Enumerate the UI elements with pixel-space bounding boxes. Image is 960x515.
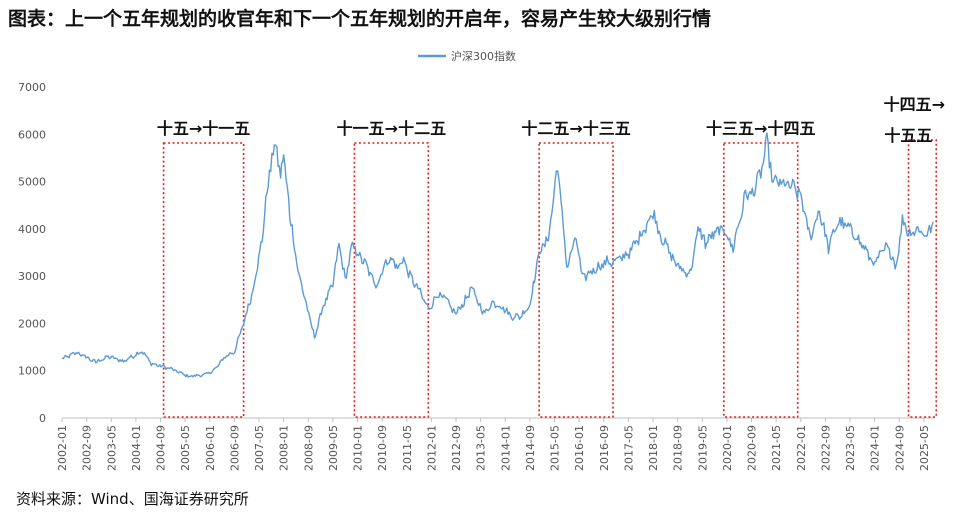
x-tick-label: 2016-09: [598, 425, 611, 471]
x-tick-label: 2019-05: [696, 425, 709, 471]
annotation-box: [907, 139, 938, 418]
chart-title: 图表：上一个五年规划的收官年和下一个五年规划的开启年，容易产生较大级别行情: [8, 8, 712, 30]
annotation-label: 十五→十一五: [157, 119, 250, 138]
y-tick-label: 3000: [18, 270, 46, 283]
x-tick-label: 2003-05: [105, 425, 118, 471]
x-tick-label: 2022-09: [819, 425, 832, 471]
x-tick-label: 2008-01: [278, 425, 291, 471]
x-tick-label: 2004-01: [130, 425, 143, 471]
x-tick-label: 2009-05: [327, 425, 340, 471]
x-tick-label: 2013-05: [475, 425, 488, 471]
y-tick-label: 4000: [18, 223, 46, 236]
x-tick-label: 2025-05: [918, 425, 931, 471]
x-tick-label: 2014-01: [499, 425, 512, 471]
y-tick-label: 7000: [18, 81, 46, 94]
annotation-boxes: 十五→十一五 十一五→十二五 十二五→十三五 十三五→十四五 十四五→ 十五五: [157, 95, 945, 418]
source-note: 资料来源：Wind、国海证券研究所: [16, 490, 249, 508]
annotation-label: 十五五: [884, 126, 932, 145]
annotation-box: [723, 142, 799, 418]
x-axis: 2002-01 2002-09 2003-05 2004-01 2004-09 2005-…: [56, 417, 935, 471]
legend: 沪深300指数: [418, 49, 516, 63]
x-tick-label: 2006-09: [228, 425, 241, 471]
x-tick-label: 2008-09: [302, 425, 315, 471]
x-tick-label: 2018-01: [647, 425, 660, 471]
annotation-label: 十三五→十四五: [706, 119, 815, 138]
x-tick-label: 2022-01: [795, 425, 808, 471]
x-tick-label: 2002-09: [81, 425, 94, 471]
y-tick-label: 1000: [18, 365, 46, 378]
x-tick-label: 2016-01: [573, 425, 586, 471]
x-tick-label: 2021-05: [770, 425, 783, 471]
annotation-label: 十二五→十三五: [521, 119, 630, 138]
x-tick-label: 2020-01: [721, 425, 734, 471]
annotation-box: [353, 142, 430, 418]
x-tick-label: 2014-09: [524, 425, 537, 471]
series-layer: [61, 132, 934, 378]
y-axis: 0 1000 2000 3000 4000 5000 6000 7000: [18, 81, 46, 425]
x-tick-label: 2017-05: [622, 425, 635, 471]
y-tick-label: 0: [39, 412, 46, 425]
x-tick-label: 2012-09: [450, 425, 463, 471]
y-tick-label: 2000: [18, 317, 46, 330]
annotation-label: 十四五→: [884, 95, 945, 114]
x-tick-label: 2015-05: [549, 425, 562, 471]
x-tick-label: 2024-09: [893, 425, 906, 471]
x-tick-label: 2023-05: [844, 425, 857, 471]
x-tick-label: 2002-01: [56, 425, 69, 471]
annotation-box: [162, 142, 245, 418]
x-tick-label: 2010-01: [352, 425, 365, 471]
series-line: [61, 132, 934, 378]
x-tick-label: 2006-01: [204, 425, 217, 471]
x-tick-label: 2018-09: [672, 425, 685, 471]
x-tick-label: 2012-01: [425, 425, 438, 471]
x-tick-label: 2011-05: [401, 425, 414, 471]
y-tick-label: 6000: [18, 128, 46, 141]
x-tick-label: 2005-05: [179, 425, 192, 471]
x-tick-label: 2004-09: [155, 425, 168, 471]
legend-label: 沪深300指数: [451, 49, 516, 63]
annotation-box: [538, 142, 614, 418]
x-tick-label: 2010-09: [376, 425, 389, 471]
annotation-label: 十一五→十二五: [337, 119, 446, 138]
x-tick-label: 2007-05: [253, 425, 266, 471]
x-tick-label: 2024-01: [869, 425, 882, 471]
y-tick-label: 5000: [18, 176, 46, 189]
x-tick-label: 2020-09: [746, 425, 759, 471]
